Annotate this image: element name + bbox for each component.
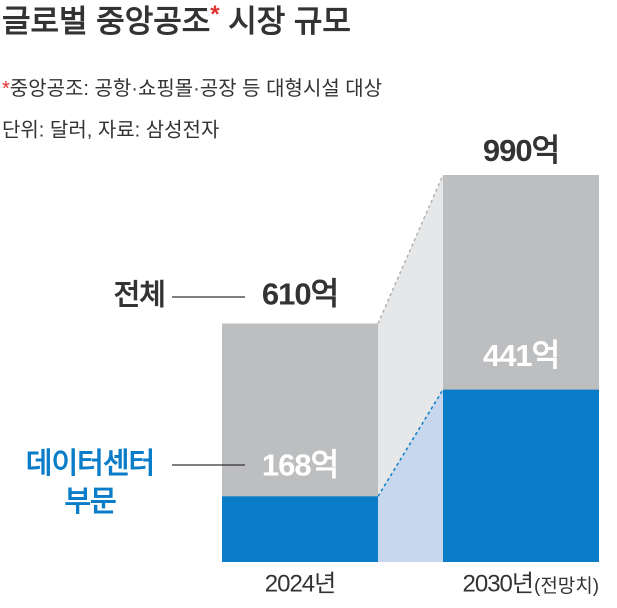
segment-bar [222, 496, 378, 562]
connector-total [378, 175, 443, 497]
x-tick-label: 2030년 [463, 570, 533, 597]
value-label: 610억 [262, 277, 338, 312]
connector-line [377, 389, 444, 497]
legend-label: 데이터센터 부문 [26, 447, 154, 518]
title-mark: * [210, 1, 220, 28]
source: 단위: 달러, 자료: 삼성전자 [2, 118, 219, 141]
footnote-mark: * [2, 78, 10, 100]
legend-label: 전체 [114, 279, 165, 312]
value-label: 990억 [483, 133, 559, 168]
title-text: 글로벌 중앙공조 [2, 4, 210, 39]
value-label: 168억 [262, 448, 338, 483]
x-tick-label: 2024년 [265, 570, 335, 597]
title-suffix: 시장 규모 [220, 4, 351, 39]
category-note: (전망치) [534, 575, 599, 597]
footnote-text: 중앙공조: 공항·쇼핑몰·공장 등 대형시설 대상 [10, 77, 382, 100]
connector-segment [378, 389, 443, 562]
value-label: 441억 [483, 338, 559, 373]
chart-title: 글로벌 중앙공조* 시장 규모 [2, 1, 351, 39]
segment-bar [443, 389, 599, 562]
footnote: *중앙공조: 공항·쇼핑몰·공장 등 대형시설 대상 [2, 77, 382, 100]
